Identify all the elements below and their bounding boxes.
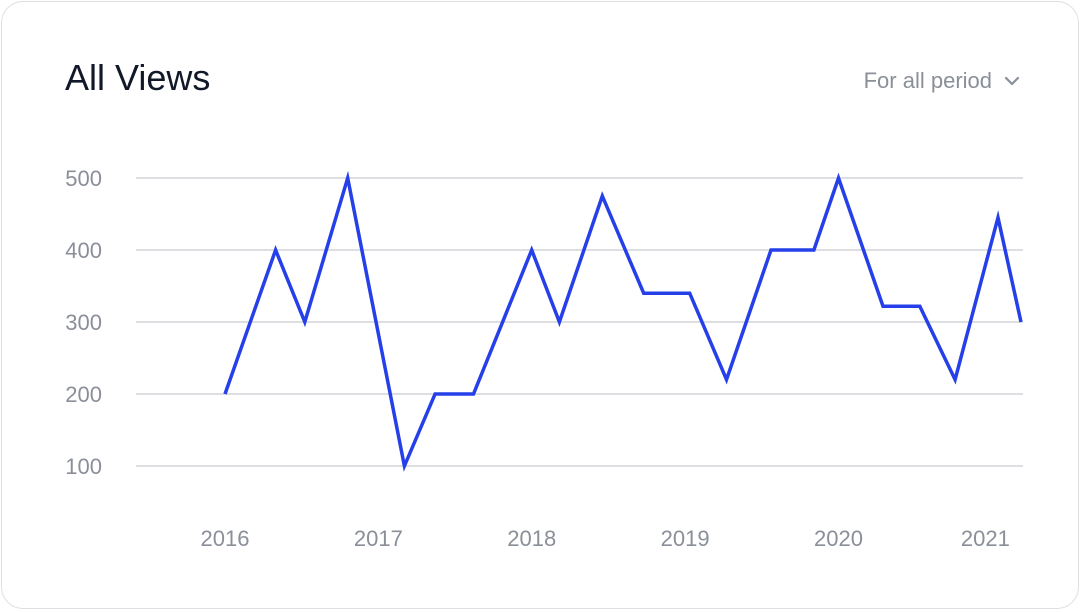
x-tick-label: 2019 bbox=[661, 526, 710, 551]
series-line bbox=[223, 170, 1023, 472]
x-tick-label: 2020 bbox=[814, 526, 863, 551]
chevron-down-icon bbox=[1004, 76, 1020, 86]
x-tick-label: 2021 bbox=[961, 526, 1010, 551]
card-title: All Views bbox=[65, 57, 211, 98]
period-dropdown[interactable]: For all period bbox=[864, 68, 1020, 94]
x-tick-label: 2018 bbox=[507, 526, 556, 551]
y-tick-label: 500 bbox=[65, 166, 102, 191]
x-tick-label: 2017 bbox=[354, 526, 403, 551]
y-tick-label: 300 bbox=[65, 310, 102, 335]
y-tick-label: 400 bbox=[65, 238, 102, 263]
x-tick-label: 2016 bbox=[201, 526, 250, 551]
y-tick-label: 100 bbox=[65, 454, 102, 479]
y-tick-label: 200 bbox=[65, 382, 102, 407]
period-label: For all period bbox=[863, 68, 992, 93]
